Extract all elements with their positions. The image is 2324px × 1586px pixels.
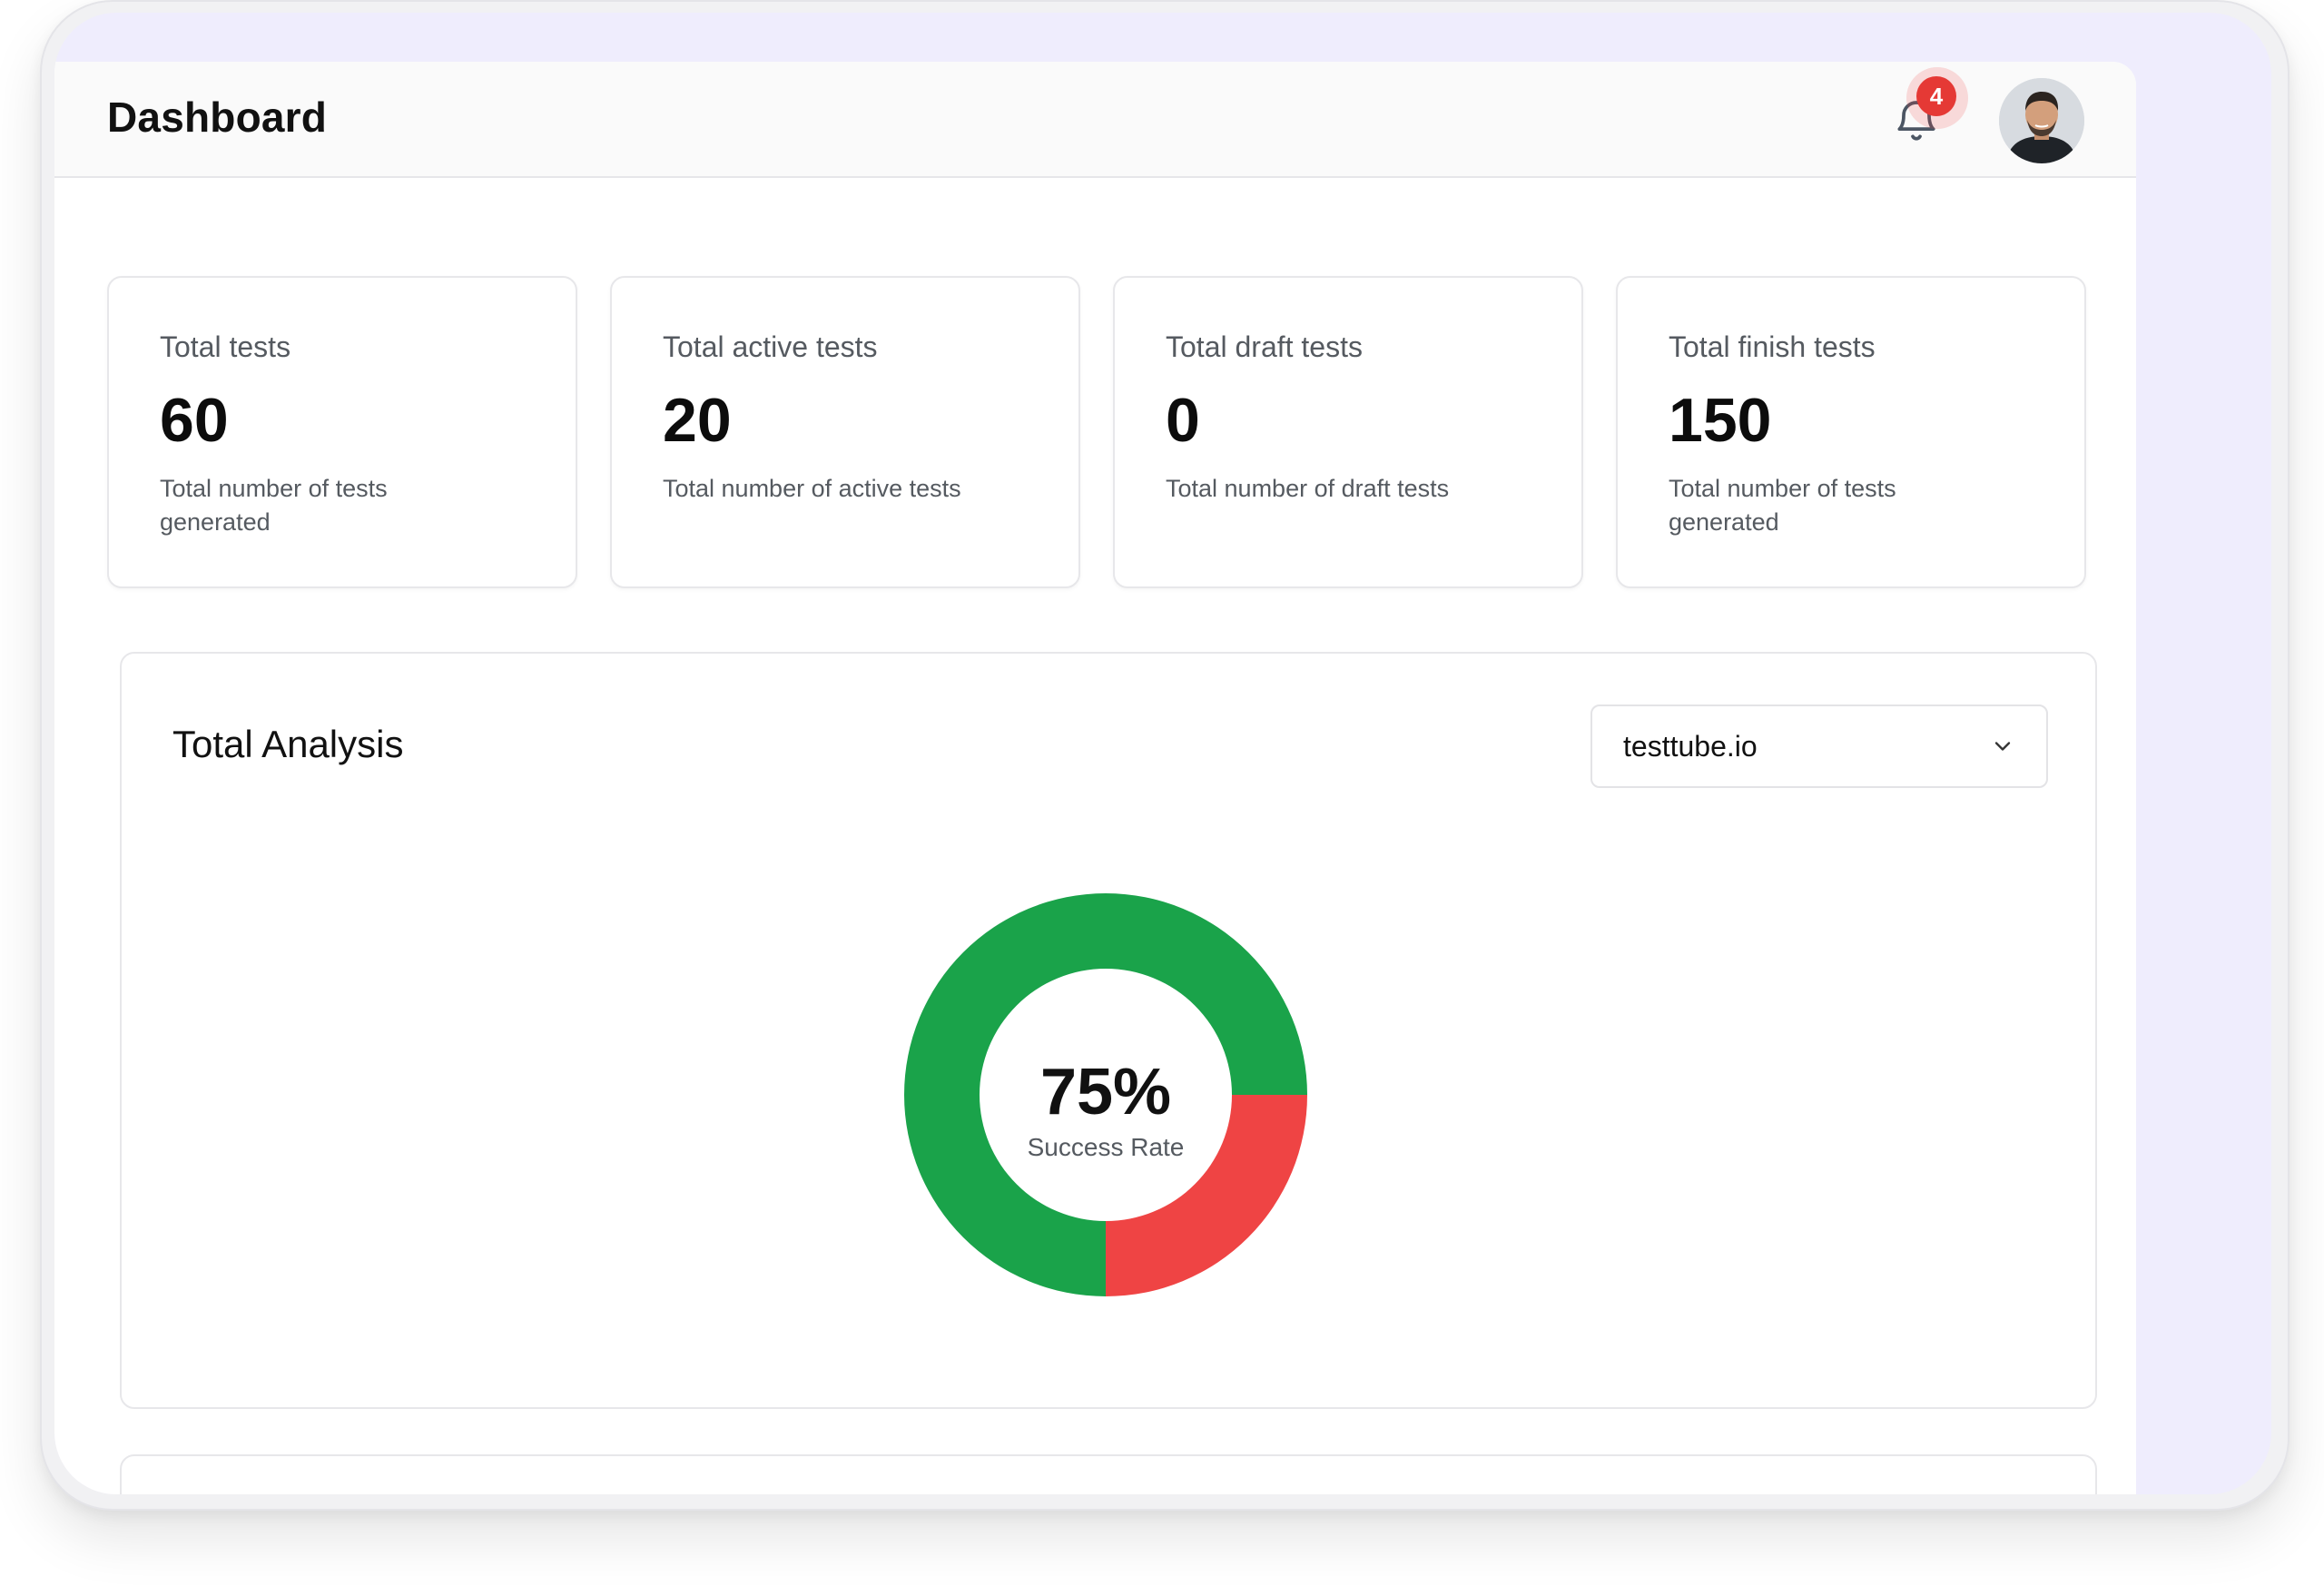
stat-label: Total tests [160,330,291,363]
stat-card-total-tests: Total tests 60 Total number of tests gen… [107,276,577,588]
stat-card-active-tests: Total active tests 20 Total number of ac… [610,276,1080,588]
donut-center-label: 75% Success Rate [904,893,1307,1296]
stat-label: Total finish tests [1669,330,1876,363]
total-analysis-card: Total Analysis testtube.io 75% Success R… [120,652,2097,1409]
avatar[interactable] [1999,78,2084,163]
next-section-card [120,1454,2097,1494]
page-title: Dashboard [107,94,328,141]
stat-label: Total active tests [663,330,878,363]
stat-card-draft-tests: Total draft tests 0 Total number of draf… [1113,276,1583,588]
analysis-title: Total Analysis [172,723,404,765]
project-select-value: testtube.io [1623,730,1758,763]
stat-description: Total number of tests generated [1669,475,1896,536]
success-rate-value: 75% [1039,1056,1172,1128]
donut-slice-failure [1106,1095,1307,1296]
app-screen: Dashboard 4 [54,13,2271,1494]
stat-value: 0 [1166,386,1200,455]
donut-slice-success [904,893,1307,1296]
chevron-down-icon [1994,742,2011,751]
stat-value: 20 [663,386,732,455]
notification-badge: 4 [1916,76,1956,116]
project-select[interactable]: testtube.io [1590,704,2048,788]
avatar-image [1999,78,2084,163]
success-rate-donut-chart [904,893,1307,1296]
bell-icon [1897,101,1935,141]
dashboard-panel: Dashboard 4 [54,62,2136,1494]
stat-card-finish-tests: Total finish tests 150 Total number of t… [1616,276,2086,588]
stat-description: Total number of draft tests [1166,475,1450,502]
stat-value: 60 [160,386,229,455]
device-frame: Dashboard 4 [40,0,2290,1511]
stat-value: 150 [1669,386,1772,455]
top-header: Dashboard 4 [54,62,2136,178]
stat-label: Total draft tests [1166,330,1363,363]
stat-description: Total number of active tests [663,475,961,502]
notifications-button[interactable] [1891,96,1942,147]
success-rate-caption: Success Rate [1027,1133,1185,1161]
stat-description: Total number of tests generated [160,475,388,536]
